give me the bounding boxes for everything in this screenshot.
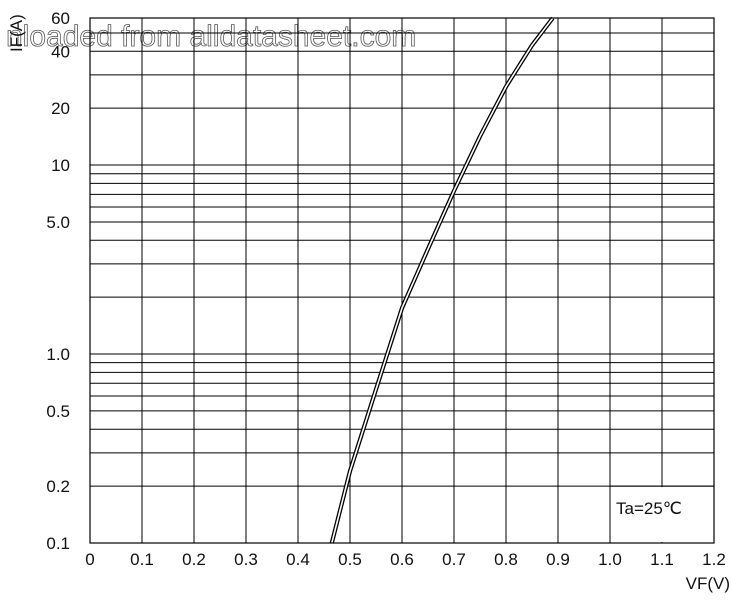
x-tick-label: 0.1 [130, 550, 154, 569]
y-tick-label: 40 [51, 42, 70, 61]
watermark-text: nloaded from alldatasheet.com [6, 20, 416, 53]
y-tick-label: 0.2 [46, 477, 70, 496]
y-tick-label: 0.5 [46, 402, 70, 421]
y-tick-label: 5.0 [46, 213, 70, 232]
y-axis-label: IF(A) [7, 14, 26, 52]
x-tick-label: 0 [85, 550, 94, 569]
x-tick-label: 0.9 [546, 550, 570, 569]
x-tick-label: 0.8 [494, 550, 518, 569]
x-tick-label: 1.0 [598, 550, 622, 569]
x-tick-label: 0.5 [338, 550, 362, 569]
x-tick-label: 0.6 [390, 550, 414, 569]
x-tick-label: 1.1 [650, 550, 674, 569]
x-axis-label: VF(V) [686, 574, 730, 593]
x-tick-label: 0.3 [234, 550, 258, 569]
series-line [329, 16, 555, 544]
y-tick-label: 0.1 [46, 534, 70, 553]
annotation-background [611, 487, 713, 542]
y-tick-label: 20 [51, 99, 70, 118]
y-tick-label: 1.0 [46, 345, 70, 364]
temperature-annotation: Ta=25℃ [616, 499, 682, 518]
series-line-inner [331, 17, 554, 544]
plot-frame [89, 17, 715, 544]
x-tick-label: 1.2 [702, 550, 726, 569]
y-tick-label: 10 [51, 156, 70, 175]
x-tick-label: 0.4 [286, 550, 310, 569]
x-tick-label: 0.2 [182, 550, 206, 569]
x-tick-label: 0.7 [442, 550, 466, 569]
y-tick-label: 60 [51, 9, 70, 28]
